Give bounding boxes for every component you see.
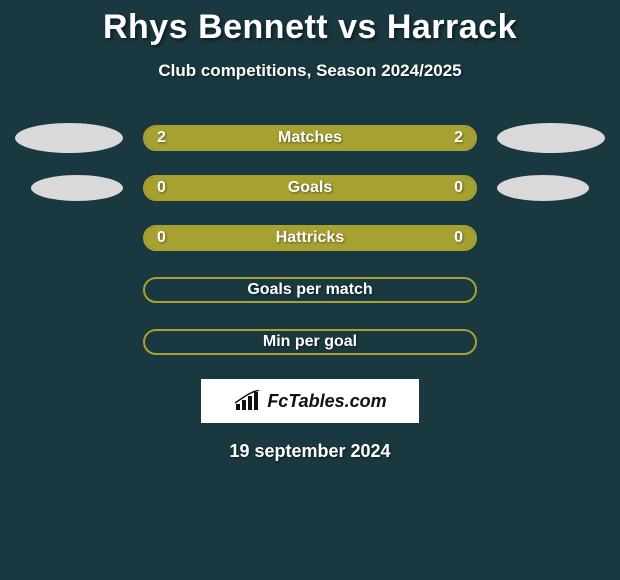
stat-row: 2 Matches 2 [0, 123, 620, 153]
left-value: 2 [157, 129, 166, 147]
right-bubble [497, 123, 605, 153]
bar-label: Hattricks [276, 229, 344, 247]
bar-label: Min per goal [263, 333, 357, 351]
right-value: 0 [454, 229, 463, 247]
page-title: Rhys Bennett vs Harrack [0, 0, 620, 47]
right-bubble [497, 175, 589, 201]
stat-row: 0 Goals 0 [0, 175, 620, 201]
stat-bar-hattricks: 0 Hattricks 0 [143, 225, 477, 251]
left-bubble [15, 123, 123, 153]
left-value: 0 [157, 179, 166, 197]
logo-box: FcTables.com [201, 379, 419, 423]
left-bubble [31, 175, 123, 201]
bar-label: Goals per match [247, 281, 372, 299]
stat-row: Min per goal [0, 327, 620, 357]
stat-bar-goals-per-match: Goals per match [143, 277, 477, 303]
stat-bar-goals: 0 Goals 0 [143, 175, 477, 201]
stat-rows: 2 Matches 2 0 Goals 0 0 Hattricks 0 [0, 123, 620, 357]
bar-label: Matches [278, 129, 342, 147]
stat-row: Goals per match [0, 275, 620, 305]
stat-row: 0 Hattricks 0 [0, 223, 620, 253]
logo-text: FcTables.com [267, 391, 386, 412]
bar-label: Goals [288, 179, 332, 197]
bar-chart-icon [233, 390, 261, 412]
date-text: 19 september 2024 [0, 441, 620, 462]
stat-bar-matches: 2 Matches 2 [143, 125, 477, 151]
stat-bar-min-per-goal: Min per goal [143, 329, 477, 355]
left-value: 0 [157, 229, 166, 247]
right-value: 2 [454, 129, 463, 147]
right-value: 0 [454, 179, 463, 197]
subtitle: Club competitions, Season 2024/2025 [0, 61, 620, 81]
